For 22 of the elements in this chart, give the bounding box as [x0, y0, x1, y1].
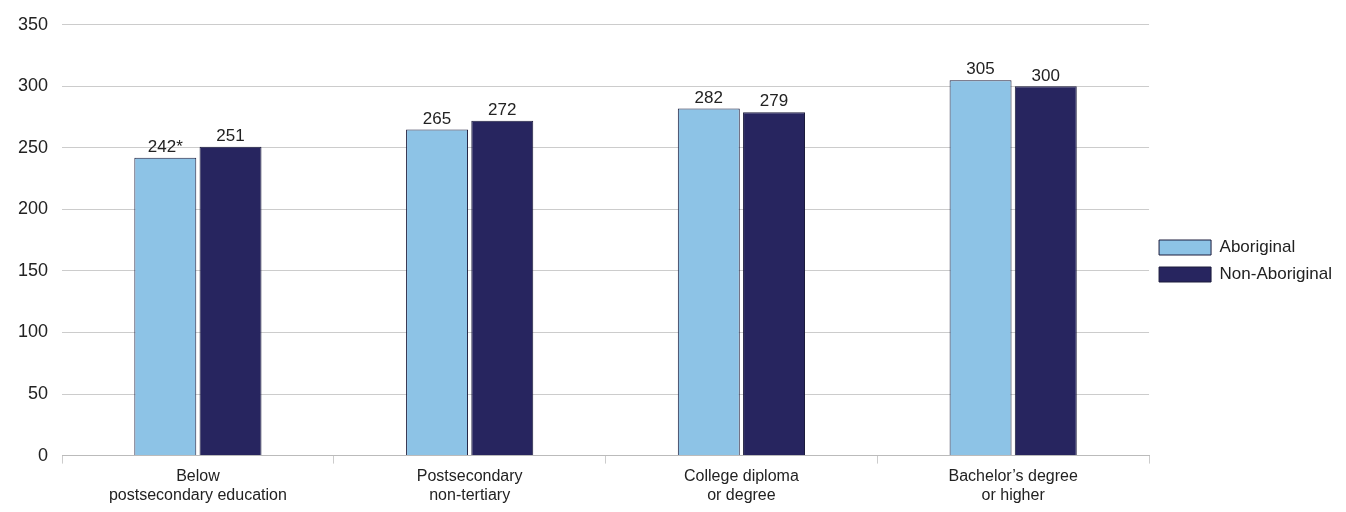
x-tick-label: College diploma or degree	[684, 466, 799, 503]
legend-label: Aboriginal	[1219, 237, 1296, 257]
y-tick-label: 250	[17, 136, 49, 157]
x-tick-label: Bachelor’s degree or higher	[948, 466, 1078, 503]
y-tick-label: 0	[38, 444, 49, 465]
y-tick-label: 50	[28, 383, 49, 404]
x-tick-label: Postsecondary non-tertiary	[416, 466, 523, 503]
legend-label: Non-Aboriginal	[1219, 264, 1332, 284]
data-label: 265	[422, 108, 452, 128]
data-label: 242*	[147, 136, 184, 156]
y-tick-label: 350	[17, 13, 49, 34]
y-tick-label: 200	[17, 198, 49, 219]
data-label: 282	[694, 87, 723, 107]
y-tick-label: 300	[17, 75, 49, 96]
data-label: 279	[759, 91, 789, 111]
y-tick-label: 150	[17, 259, 49, 280]
x-tick-label: Below postsecondary education	[108, 466, 287, 503]
data-label: 251	[216, 125, 245, 145]
y-tick-label: 100	[17, 321, 49, 342]
data-label: 305	[966, 59, 995, 79]
data-label: 272	[488, 99, 517, 119]
data-label: 300	[1031, 65, 1060, 85]
